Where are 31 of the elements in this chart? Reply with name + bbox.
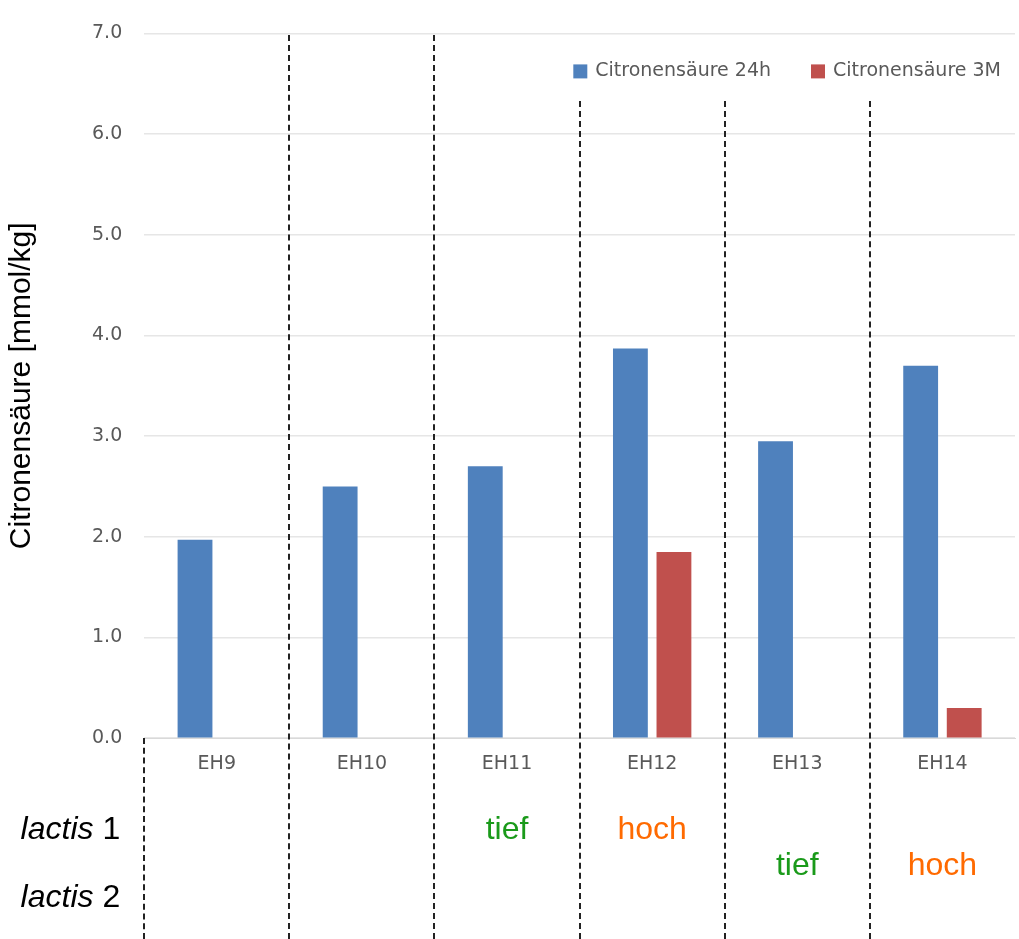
y-tick-label: 0.0 [92,725,123,748]
y-tick-label: 2.0 [92,523,123,546]
text: lactis 1 [20,810,121,847]
bar [177,539,213,738]
x-tick-label: EH14 [917,750,968,773]
x-tick-label: EH10 [336,750,388,773]
bar [467,466,503,738]
legend-label: Citronensäure 3M [833,58,1002,81]
bar [612,348,648,738]
bar [322,486,358,738]
legend-label: Citronensäure 24h [595,58,772,81]
text: lactis 2 [20,878,121,915]
x-tick-label: EH12 [626,750,678,773]
text: tief [775,846,819,883]
x-tick-label: EH13 [772,750,823,773]
y-tick-label: 4.0 [92,322,123,345]
text: hoch [617,810,687,847]
text: hoch [907,846,978,883]
y-tick-label: 7.0 [92,20,123,43]
bar [758,441,793,738]
bar [903,365,939,738]
text: tief [485,810,529,847]
y-tick-label: 3.0 [92,423,123,446]
y-axis-title: Citronensäure [mmol/kg] [3,222,37,550]
x-tick-label: EH11 [481,750,533,773]
bar [946,707,982,738]
bar [656,551,692,738]
y-tick-label: 5.0 [92,221,123,244]
y-tick-label: 1.0 [92,624,123,647]
y-tick-label: 6.0 [92,121,123,144]
x-tick-label: EH9 [197,750,236,773]
